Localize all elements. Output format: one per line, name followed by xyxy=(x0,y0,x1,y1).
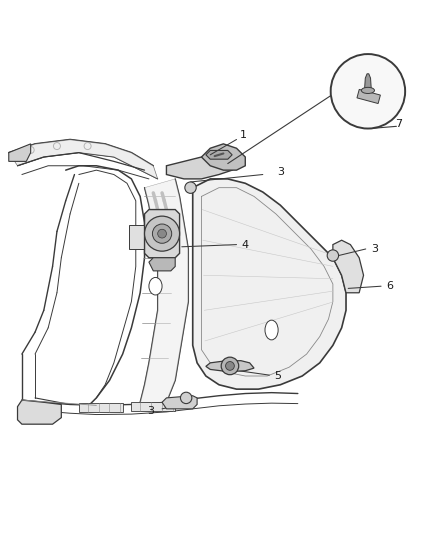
Text: 3: 3 xyxy=(371,244,378,254)
Polygon shape xyxy=(333,240,364,293)
Ellipse shape xyxy=(361,87,374,93)
Circle shape xyxy=(180,392,192,403)
Circle shape xyxy=(194,158,205,169)
Polygon shape xyxy=(9,144,31,161)
Bar xyxy=(131,402,175,411)
Text: 3: 3 xyxy=(148,406,155,416)
Circle shape xyxy=(327,250,339,261)
Polygon shape xyxy=(201,144,245,170)
Ellipse shape xyxy=(149,278,162,295)
Circle shape xyxy=(53,142,60,150)
Polygon shape xyxy=(166,152,237,179)
Text: 4: 4 xyxy=(242,240,249,249)
Polygon shape xyxy=(18,400,61,424)
Text: 5: 5 xyxy=(275,371,282,381)
Text: 6: 6 xyxy=(386,281,393,291)
Circle shape xyxy=(331,54,405,128)
Polygon shape xyxy=(149,258,175,271)
Circle shape xyxy=(226,361,234,370)
Polygon shape xyxy=(145,209,180,258)
Text: 1: 1 xyxy=(240,130,247,140)
Polygon shape xyxy=(206,361,254,372)
Text: 7: 7 xyxy=(395,119,402,129)
Circle shape xyxy=(185,182,196,193)
Circle shape xyxy=(145,216,180,251)
Bar xyxy=(129,225,145,249)
Polygon shape xyxy=(364,74,371,91)
Polygon shape xyxy=(206,150,232,159)
Bar xyxy=(357,90,380,103)
Polygon shape xyxy=(140,179,188,402)
Circle shape xyxy=(152,224,172,243)
Circle shape xyxy=(27,147,34,154)
Polygon shape xyxy=(9,140,158,179)
Circle shape xyxy=(221,357,239,375)
Circle shape xyxy=(197,161,201,166)
Polygon shape xyxy=(193,179,346,389)
Circle shape xyxy=(158,229,166,238)
Bar xyxy=(79,403,123,413)
Circle shape xyxy=(84,142,91,150)
Ellipse shape xyxy=(265,320,278,340)
Polygon shape xyxy=(162,395,197,409)
Text: 3: 3 xyxy=(277,167,284,177)
